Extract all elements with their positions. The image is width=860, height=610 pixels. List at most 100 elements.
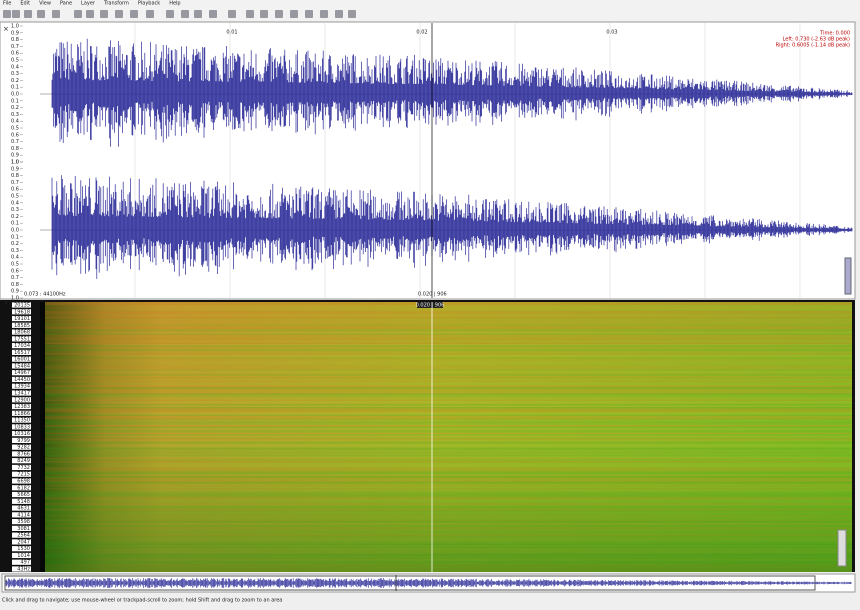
frequency-label: 19101 — [14, 316, 30, 322]
frequency-label: 3598 — [17, 519, 30, 525]
overview-waveform — [5, 578, 852, 588]
frequency-label-bg — [12, 356, 31, 362]
amplitude-tick-label: 0.1 — [11, 85, 19, 91]
frequency-label: 9282 — [17, 445, 30, 451]
toolbar-button[interactable] — [275, 10, 283, 18]
frequency-label: 2564 — [17, 533, 30, 539]
frequency-label-bg — [12, 431, 31, 437]
toolbar-button[interactable] — [24, 10, 32, 18]
toolbar-button[interactable] — [194, 10, 202, 18]
frequency-label-bg — [12, 559, 31, 565]
toolbar-button[interactable] — [130, 10, 138, 18]
menu-item[interactable]: Layer — [81, 1, 96, 7]
toolbar-button[interactable] — [115, 10, 123, 18]
menu-item[interactable]: Help — [169, 1, 180, 7]
amplitude-tick-label: 0.2 — [11, 214, 19, 220]
status-bar — [0, 594, 860, 606]
frequency-label: 15484 — [14, 363, 30, 369]
time-tick-label: 0.01 — [226, 30, 237, 36]
toolbar-button[interactable] — [335, 10, 343, 18]
toolbar-button[interactable] — [12, 10, 20, 18]
toolbar-button[interactable] — [228, 10, 236, 18]
menu-item[interactable]: Pane — [60, 1, 72, 7]
amplitude-tick-label: 0.8 — [11, 37, 19, 43]
level-meter — [844, 257, 852, 295]
frequency-label: 13934 — [14, 384, 30, 390]
toolbar-button[interactable] — [3, 10, 11, 18]
menu-item[interactable]: Transform — [103, 1, 129, 7]
frequency-label: 5665 — [17, 492, 30, 498]
amplitude-tick-label: 0.6 — [11, 268, 19, 274]
frequency-label: 1014 — [17, 553, 30, 559]
toolbar-button[interactable] — [260, 10, 268, 18]
toolbar-button[interactable] — [37, 10, 45, 18]
toolbar-button[interactable] — [181, 10, 189, 18]
amplitude-tick-label: 0.6 — [11, 51, 19, 57]
toolbar-button[interactable] — [100, 10, 108, 18]
close-pane[interactable]: × — [3, 299, 9, 307]
toolbar-button[interactable] — [305, 10, 313, 18]
frequency-label: 2047 — [17, 539, 30, 545]
toolbar-button[interactable] — [348, 10, 356, 18]
amplitude-tick-label: 0.5 — [11, 58, 19, 64]
toolbar-button[interactable] — [246, 10, 254, 18]
amplitude-tick-label: 0.9 — [11, 30, 19, 36]
amplitude-tick-label: 1.0 — [11, 160, 19, 166]
amplitude-tick-label: 0.4 — [11, 119, 19, 125]
spectrogram-edge — [40, 302, 45, 572]
amplitude-tick-label: 0.1 — [11, 234, 19, 240]
toolbar-button[interactable] — [146, 10, 154, 18]
amplitude-tick-label: 0.2 — [11, 105, 19, 111]
amplitude-tick-label: 0.9 — [11, 153, 19, 159]
amplitude-tick-label: 0.9 — [11, 166, 19, 172]
toolbar-button[interactable] — [52, 10, 60, 18]
toolbar-button[interactable] — [166, 10, 174, 18]
menu-item[interactable]: View — [39, 1, 51, 7]
amplitude-tick-label: 0.7 — [11, 180, 19, 186]
amplitude-tick-label: 0.3 — [11, 112, 19, 118]
gain-slider — [837, 529, 847, 567]
amplitude-tick-label: 0.5 — [11, 126, 19, 132]
toolbar-button[interactable] — [74, 10, 82, 18]
time-tick-label: 0.03 — [606, 30, 617, 36]
frequency-label-bg — [12, 336, 31, 342]
toolbar-button[interactable] — [209, 10, 217, 18]
frequency-label: 14450 — [14, 377, 30, 383]
frequency-label-bg — [12, 370, 31, 376]
frequency-label-bg — [12, 539, 31, 545]
readout: Left: 0.730 (-2.63 dB peak) — [783, 37, 850, 43]
frequency-label-bg — [12, 552, 31, 559]
amplitude-tick-label: 0.4 — [11, 255, 19, 261]
frequency-label-bg — [12, 478, 31, 484]
frequency-label-bg — [12, 471, 31, 477]
frequency-label-bg — [12, 532, 31, 538]
frequency-label: 3081 — [17, 526, 30, 532]
amplitude-tick-label: 0.2 — [11, 241, 19, 247]
amplitude-tick-label: 0.3 — [11, 248, 19, 254]
toolbar-button[interactable] — [320, 10, 328, 18]
frequency-label-bg — [12, 302, 31, 308]
amplitude-tick-label: 0.7 — [11, 44, 19, 50]
menu-item[interactable]: Playback — [138, 1, 160, 7]
frequency-label-bg — [12, 383, 31, 389]
amplitude-tick-label: 0.3 — [11, 207, 19, 213]
frequency-label-bg — [12, 451, 31, 457]
frequency-label: 43Hz — [17, 567, 30, 573]
amplitude-tick-label: 0.7 — [11, 275, 19, 281]
frequency-label-bg — [12, 390, 31, 396]
toolbar-button[interactable] — [86, 10, 94, 18]
toolbar-button[interactable] — [290, 10, 298, 18]
frequency-label: 7215 — [17, 472, 30, 478]
menu-item[interactable]: File — [3, 1, 11, 7]
frequency-label-bg — [12, 322, 31, 328]
waveform-pane — [0, 21, 856, 300]
amplitude-tick-label: 0.4 — [11, 64, 19, 70]
amplitude-tick-label: 0.2 — [11, 78, 19, 84]
menu-item[interactable]: Edit — [20, 1, 30, 7]
frequency-label: 19618 — [14, 309, 30, 315]
amplitude-tick-label: 0.5 — [11, 194, 19, 200]
frequency-label-bg — [12, 505, 31, 511]
close-pane[interactable]: × — [3, 25, 9, 33]
cursor-label: 0.020 | 906 — [416, 303, 445, 309]
amplitude-tick-label: 1.0 — [11, 296, 19, 302]
